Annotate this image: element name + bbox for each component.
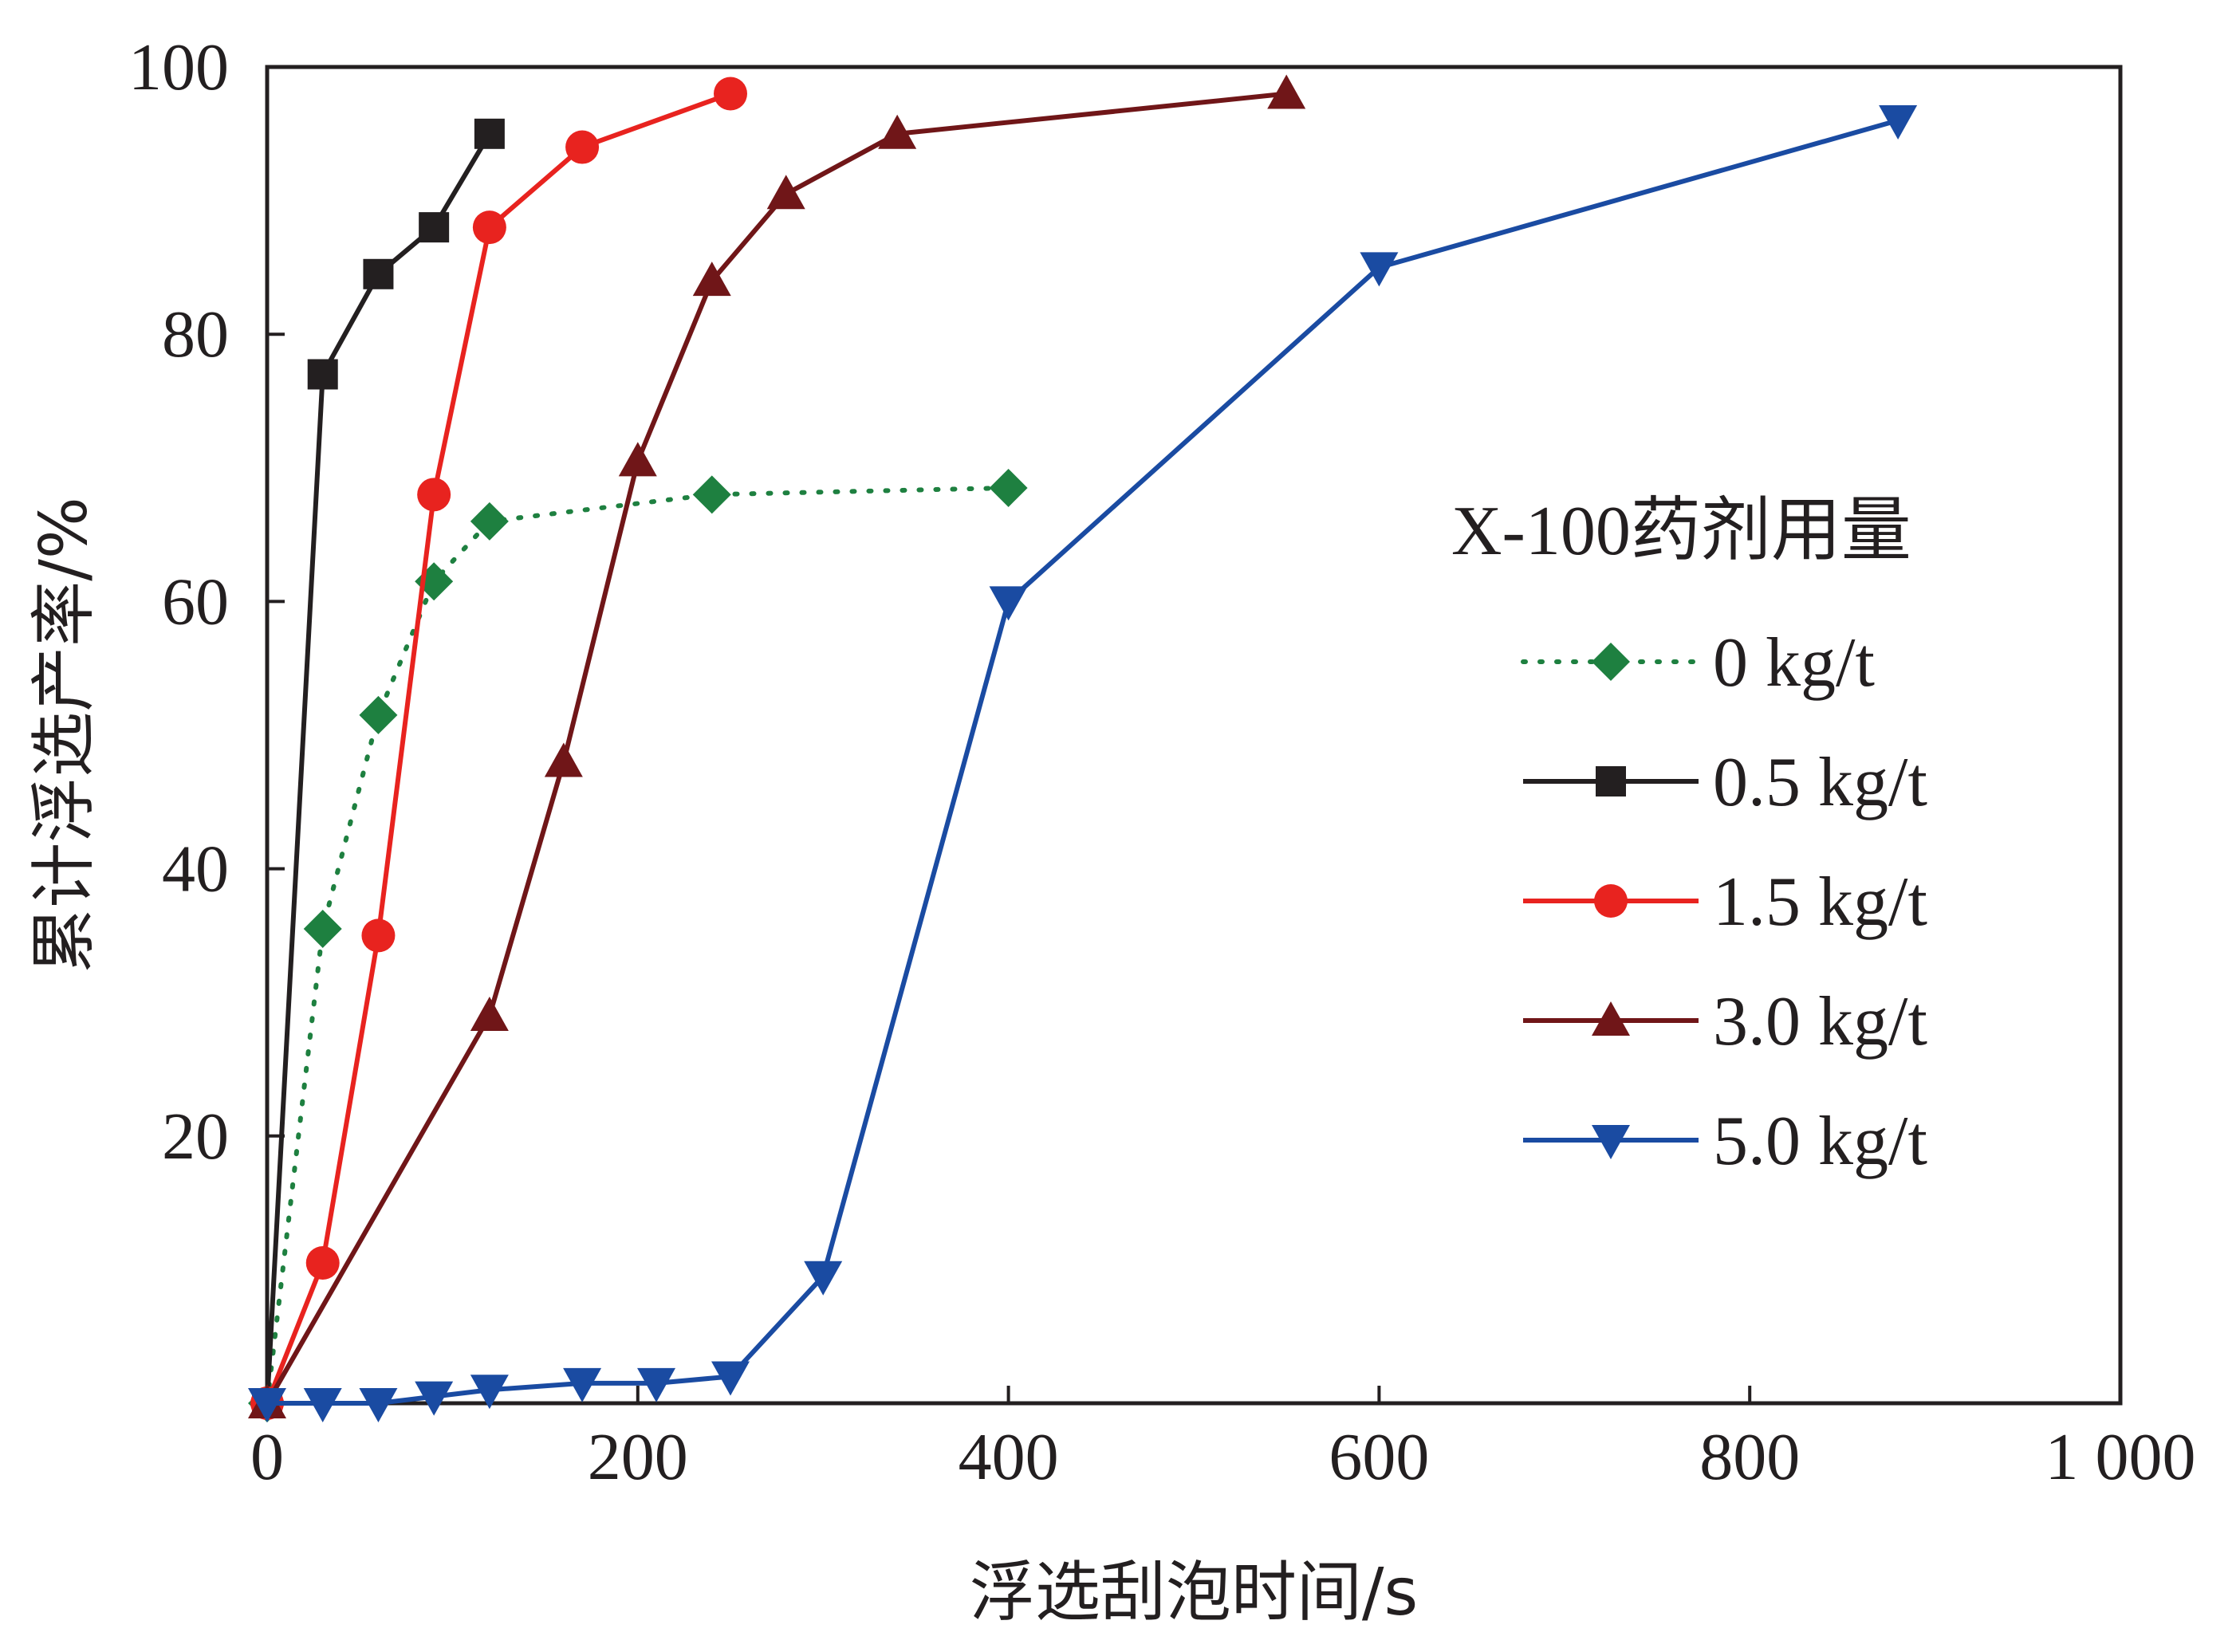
legend-label: 3.0 kg/t xyxy=(1713,983,1927,1060)
x-tick-label: 400 xyxy=(959,1420,1059,1494)
legend-label: 5.0 kg/t xyxy=(1713,1103,1927,1180)
data-point xyxy=(565,130,600,164)
series-1-5-kg-t xyxy=(250,77,747,1420)
data-point xyxy=(472,210,506,245)
data-point xyxy=(989,468,1028,507)
data-point xyxy=(363,258,394,289)
data-point xyxy=(359,695,398,734)
data-point xyxy=(989,586,1028,621)
y-axis-title: 累计浮选产率/% xyxy=(26,497,102,974)
legend-marker xyxy=(1592,1001,1630,1036)
series-line xyxy=(267,118,1899,1406)
series-line xyxy=(265,91,732,1405)
legend-item: 5.0 kg/t xyxy=(1523,1103,1927,1180)
data-point xyxy=(417,478,451,512)
data-point xyxy=(305,1246,340,1280)
data-point xyxy=(692,262,731,297)
data-point xyxy=(359,1388,398,1422)
y-tick-label: 40 xyxy=(162,832,229,907)
series-line xyxy=(265,91,1287,1405)
data-point xyxy=(470,502,509,541)
data-point xyxy=(1879,105,1918,140)
x-tick-label: 0 xyxy=(250,1420,284,1494)
y-tick-label: 100 xyxy=(128,30,229,104)
x-tick-label: 1 000 xyxy=(2045,1420,2196,1494)
data-point xyxy=(618,442,657,477)
series-0-5-kg-t xyxy=(252,118,505,1418)
data-point xyxy=(470,1375,509,1410)
data-point xyxy=(804,1261,843,1296)
legend: X-100药剂用量 0 kg/t 0.5 kg/t 1.5 kg/t 3.0 kg/t 5… xyxy=(1451,493,1927,1180)
data-point xyxy=(303,1388,342,1422)
x-tick-label: 800 xyxy=(1699,1420,1800,1494)
data-point xyxy=(878,114,917,149)
data-point xyxy=(1360,252,1399,287)
legend-marker xyxy=(1596,766,1626,796)
data-point xyxy=(692,475,731,514)
x-tick-label: 600 xyxy=(1329,1420,1429,1494)
data-point xyxy=(711,1361,750,1396)
plot-frame xyxy=(265,65,2123,1406)
legend-title: X-100药剂用量 xyxy=(1451,493,1911,570)
series-layer xyxy=(248,74,1918,1422)
data-point xyxy=(563,1367,602,1402)
legend-marker xyxy=(1594,884,1628,918)
data-point xyxy=(714,77,747,111)
data-point xyxy=(766,175,805,210)
data-point xyxy=(1267,74,1306,109)
data-point xyxy=(307,359,338,390)
x-axis-title: 浮选刮泡时间/s xyxy=(970,1555,1418,1630)
data-point xyxy=(248,1388,286,1422)
legend-marker xyxy=(1592,1125,1630,1159)
legend-item: 1.5 kg/t xyxy=(1523,863,1927,941)
y-tick-label: 80 xyxy=(162,297,229,372)
series-5-0-kg-t xyxy=(248,105,1918,1422)
data-point xyxy=(474,118,505,149)
data-point xyxy=(544,742,583,777)
y-tick-label: 20 xyxy=(162,1099,229,1174)
x-tick-label: 200 xyxy=(588,1420,688,1494)
data-point xyxy=(637,1367,676,1402)
data-point xyxy=(470,996,509,1031)
legend-item: 0.5 kg/t xyxy=(1523,744,1927,821)
data-point xyxy=(361,918,396,953)
data-point xyxy=(419,212,450,243)
legend-item: 0 kg/t xyxy=(1521,624,1875,702)
data-point xyxy=(303,910,342,949)
series-3-0-kg-t xyxy=(248,74,1306,1418)
tick-labels: 0 200 400 600 800 1 000 20 40 60 80 100 xyxy=(128,30,2196,1494)
axis-ticks xyxy=(267,332,1752,1403)
legend-label: 0 kg/t xyxy=(1713,624,1875,702)
legend-label: 0.5 kg/t xyxy=(1713,744,1927,821)
legend-label: 1.5 kg/t xyxy=(1713,863,1927,941)
legend-marker xyxy=(1592,643,1630,681)
legend-item: 3.0 kg/t xyxy=(1523,983,1927,1060)
data-point xyxy=(415,1381,454,1416)
y-tick-label: 60 xyxy=(162,564,229,639)
